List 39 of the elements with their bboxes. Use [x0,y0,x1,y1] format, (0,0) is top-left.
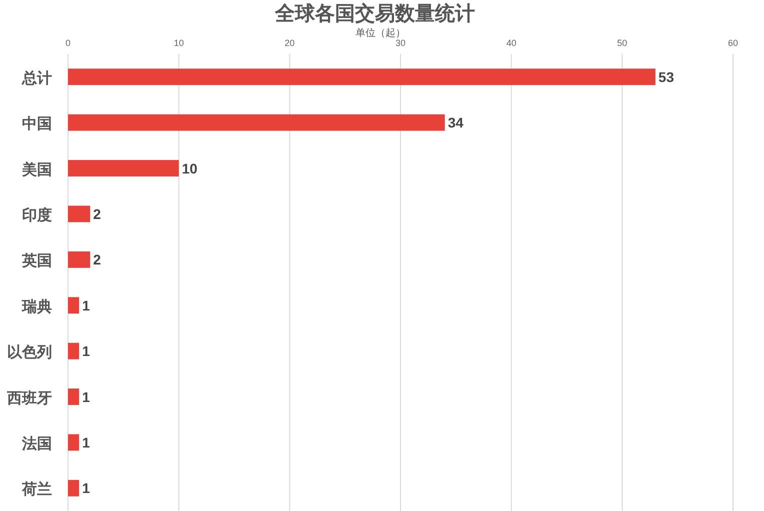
y-tick-label: 瑞典 [21,298,52,316]
chart-title: 全球各国交易数量统计 [274,2,475,25]
x-tick-label: 10 [174,38,184,48]
x-tick-label: 30 [395,38,406,48]
y-tick-label: 印度 [22,206,52,224]
y-tick-label: 英国 [21,252,52,270]
x-axis-title: 单位（起） [356,27,406,39]
bar [68,388,80,405]
y-tick-label: 法国 [21,435,52,452]
data-label: 1 [82,388,90,405]
data-label: 1 [82,297,90,314]
data-label: 10 [182,160,198,176]
y-tick-label: 以色列 [7,344,52,362]
data-label: 1 [82,434,90,450]
x-tick-label: 40 [506,38,516,48]
bar [68,206,90,222]
x-tick-label: 0 [65,38,71,48]
bar [68,342,80,360]
y-tick-label: 总计 [21,70,52,87]
data-label: 2 [93,252,102,268]
bar [68,160,179,176]
x-tick-label: 60 [728,38,738,48]
bar [68,251,90,268]
data-label: 1 [82,480,90,496]
bar [68,434,80,451]
bar [68,480,80,496]
y-tick-label: 中国 [22,116,52,133]
bar [68,297,80,314]
x-tick-label: 50 [617,38,628,48]
y-tick-label: 西班牙 [6,390,52,407]
data-label: 1 [82,343,90,360]
y-tick-label: 美国 [21,160,52,178]
y-tick-label: 荷兰 [21,481,52,498]
data-label: 34 [448,114,464,131]
data-label: 53 [658,68,674,85]
bar [68,68,656,86]
data-label: 2 [93,206,102,222]
bar [68,114,445,131]
x-tick-label: 20 [284,38,295,48]
